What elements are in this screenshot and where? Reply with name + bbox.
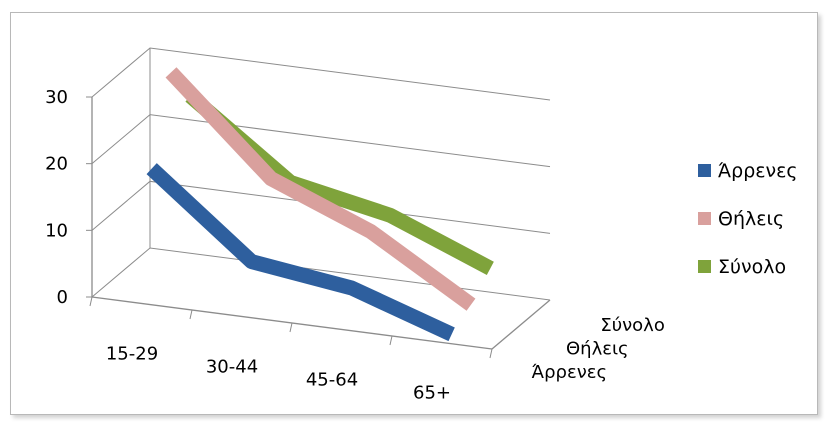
gridline-2	[91, 114, 551, 168]
depth-axis-line	[491, 299, 551, 350]
y-axis-ticks: 0 10 20 30	[45, 87, 92, 308]
depth-tick-label-0: Άρρενες	[532, 362, 607, 383]
gridline-0	[91, 247, 551, 301]
depth-tick-label-1: Θήλεις	[566, 339, 629, 360]
x-axis-ticks: 15-29 30-44 45-64 65+	[89, 296, 493, 404]
legend-swatch-2	[698, 260, 711, 273]
y-tick-label-2: 20	[45, 154, 68, 175]
legend-label-0: Άρρενες	[718, 160, 798, 182]
legend-swatch-0	[698, 164, 711, 177]
legend-label-2: Σύνολο	[718, 256, 786, 278]
y-tick-label-1: 10	[45, 220, 68, 241]
depth-tick-label-2: Σύνολο	[600, 315, 665, 336]
x-tick-label-3: 65+	[413, 383, 451, 404]
y-tick-label-0: 0	[57, 287, 68, 308]
legend-swatch-1	[698, 212, 711, 225]
gridline-3	[91, 47, 551, 101]
y-tick-label-3: 30	[45, 87, 68, 108]
series-line-1	[165, 67, 476, 311]
chart-frame	[10, 12, 818, 415]
chart-series	[146, 67, 494, 342]
chart-legend: Άρρενες Θήλεις Σύνολο	[698, 160, 798, 278]
x-tick-mark-2	[289, 322, 293, 333]
gridline-1	[91, 180, 551, 234]
x-tick-label-0: 15-29	[106, 344, 158, 365]
x-tick-mark-1	[189, 309, 193, 320]
x-tick-label-2: 45-64	[306, 370, 358, 391]
chart-gridlines	[91, 47, 551, 301]
x-tick-mark-4	[489, 348, 493, 359]
x-tick-label-1: 30-44	[206, 357, 258, 378]
legend-label-1: Θήλεις	[718, 208, 784, 230]
series-line-0	[146, 163, 455, 342]
x-tick-mark-0	[89, 296, 93, 307]
x-tick-mark-3	[389, 335, 393, 346]
